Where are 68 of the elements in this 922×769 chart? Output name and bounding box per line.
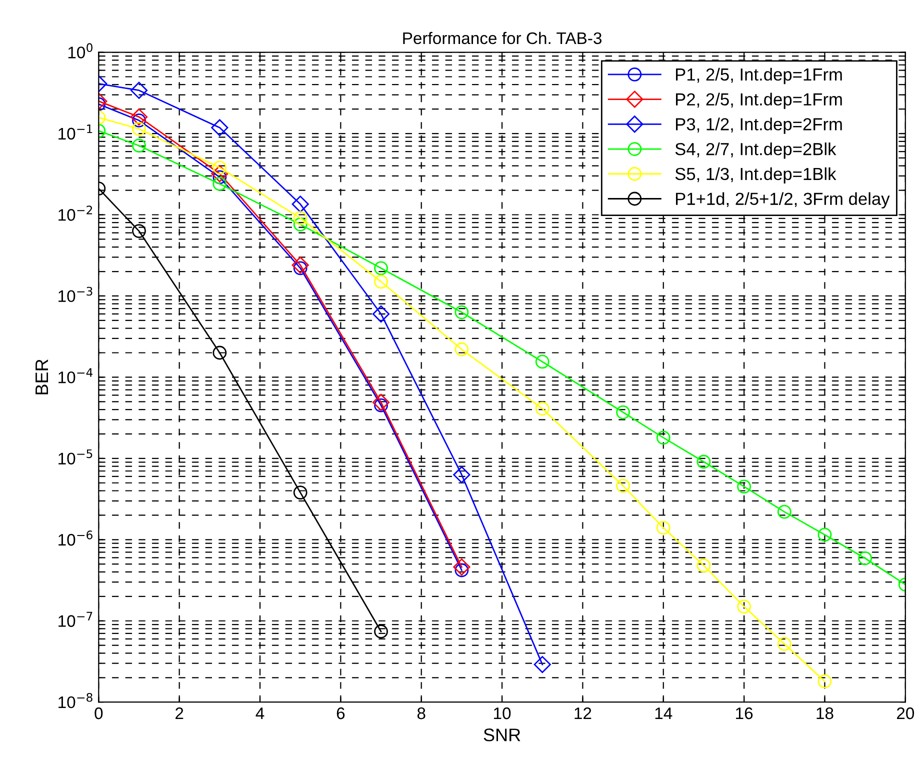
point	[696, 454, 711, 469]
y-tick-label: 10$^{−1}$	[58, 124, 92, 140]
y-tick-label: 10$^{0}$	[68, 43, 92, 58]
point	[132, 138, 146, 153]
x-axis-title: SNR	[484, 728, 520, 742]
y-tick-label: 10$^{−6}$	[58, 530, 92, 546]
point	[737, 600, 751, 614]
point	[737, 480, 751, 494]
point	[293, 217, 308, 232]
x-tick-label: 2	[176, 707, 184, 720]
point	[535, 402, 550, 416]
point	[211, 119, 228, 136]
point	[130, 108, 148, 126]
legend-label: P2, 2/5, Int.dep=1Frm	[676, 92, 842, 109]
y-tick-label: 10$^{−4}$	[58, 368, 93, 384]
x-tick-label: 8	[417, 707, 426, 720]
point	[616, 478, 630, 493]
point	[777, 504, 792, 519]
y-tick-label: 10$^{−7}$	[58, 612, 92, 627]
point	[534, 656, 551, 674]
point	[130, 82, 148, 99]
legend-label: P1+1d, 2/5+1/2, 3Frm delay	[676, 192, 890, 208]
point	[374, 261, 388, 276]
x-tick-label: 0	[94, 707, 103, 720]
point	[454, 342, 469, 356]
point	[818, 528, 832, 542]
chart-title: Performance for Ch. TAB-3	[403, 32, 602, 44]
y-axis-title: BER	[36, 359, 48, 394]
x-tick-label: 18	[816, 707, 834, 720]
y-tick-label: 10$^{−3}$	[58, 286, 92, 302]
point	[535, 354, 550, 369]
point	[616, 405, 630, 420]
point	[292, 196, 309, 213]
point	[212, 176, 227, 191]
point	[453, 466, 470, 484]
x-tick-label: 6	[336, 707, 345, 720]
legend-label: S5, 1/3, Int.dep=1Blk	[675, 167, 836, 184]
legend-label: S4, 2/7, Int.dep=2Blk	[675, 142, 836, 159]
legend-label: P1, 2/5, Int.dep=1Frm	[676, 68, 842, 84]
point	[372, 394, 390, 411]
x-tick-label: 20	[896, 707, 914, 720]
x-tick-label: 10	[494, 707, 511, 720]
point	[132, 224, 146, 238]
point	[374, 624, 388, 638]
point	[777, 636, 792, 651]
point	[211, 165, 228, 182]
x-tick-label: 14	[655, 708, 672, 720]
y-tick-label: 10$^{−5}$	[58, 449, 92, 465]
point	[454, 305, 469, 320]
point	[374, 274, 388, 289]
point	[818, 674, 832, 688]
point	[453, 558, 470, 576]
x-tick-label: 16	[736, 707, 753, 720]
x-tick-label: 4	[256, 708, 264, 720]
y-tick-label: 10$^{−2}$	[58, 206, 92, 221]
point	[372, 305, 390, 323]
point	[132, 122, 146, 136]
point	[293, 486, 308, 500]
point	[656, 520, 670, 535]
y-tick-label: 10$^{−8}$	[58, 692, 92, 708]
point	[656, 430, 670, 445]
x-tick-label: 12	[574, 707, 592, 720]
legend-label: P3, 1/2, Int.dep=2Frm	[676, 118, 842, 134]
point	[858, 551, 872, 566]
point	[696, 558, 711, 572]
point	[292, 256, 309, 274]
point	[212, 346, 227, 360]
point	[293, 211, 308, 226]
